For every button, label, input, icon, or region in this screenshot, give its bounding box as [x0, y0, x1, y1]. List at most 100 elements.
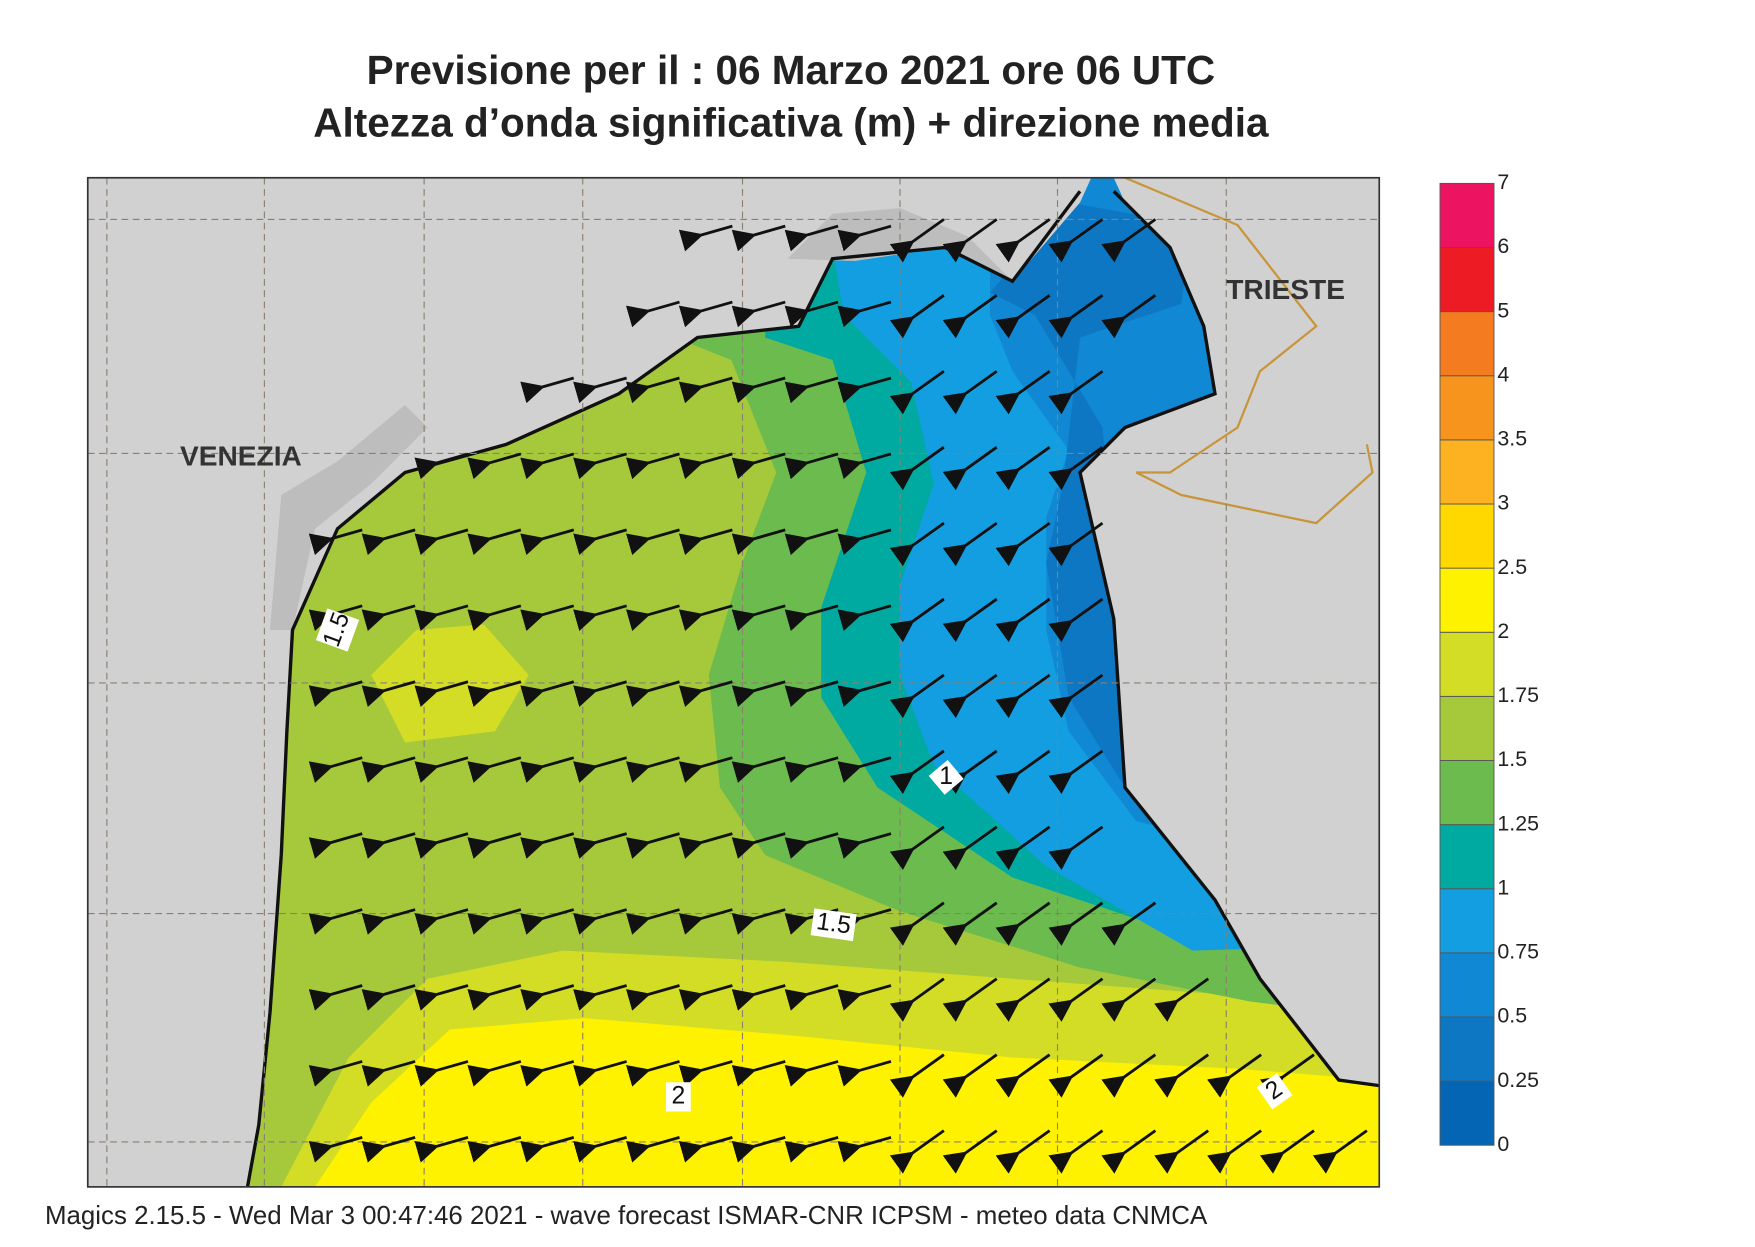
- wave-arrow: [573, 1060, 628, 1087]
- wave-arrow: [520, 1136, 575, 1163]
- wave-arrow: [1048, 825, 1104, 870]
- colorbar-label: 3: [1497, 491, 1509, 515]
- contour-label: 1: [939, 763, 953, 790]
- wave-arrow: [467, 452, 522, 480]
- land: [1080, 177, 1380, 1086]
- wave-arrow: [995, 673, 1051, 719]
- wave-arrow: [573, 604, 628, 632]
- wave-arrow: [520, 908, 575, 935]
- wave-arrow: [520, 452, 575, 480]
- wave-arrow: [889, 218, 945, 263]
- wave-arrow: [1312, 1129, 1368, 1174]
- wave-arrow: [942, 446, 998, 491]
- colorbar-band: [1439, 567, 1495, 633]
- wave-arrow: [995, 294, 1051, 339]
- wave-arrow: [889, 901, 945, 946]
- colorbar-band: [1439, 952, 1495, 1018]
- wave-arrow: [361, 984, 416, 1011]
- wave-arrow: [995, 901, 1051, 946]
- contour-label-box: 1: [928, 759, 964, 795]
- wave-arrow: [414, 908, 469, 935]
- wave-arrow: [889, 673, 945, 719]
- colorbar-label: 2: [1497, 619, 1509, 643]
- wave-arrow: [467, 908, 522, 935]
- wave-arrow: [889, 521, 945, 567]
- wave-arrow: [678, 1060, 733, 1087]
- contour-label-box: 1.5: [810, 908, 857, 942]
- wave-arrow: [625, 756, 680, 783]
- wave-arrow: [467, 1060, 522, 1087]
- wave-arrow: [731, 1136, 786, 1163]
- wave-arrow: [837, 300, 892, 328]
- wave-arrow: [678, 908, 733, 935]
- wave-arrow: [1048, 294, 1104, 339]
- wave-arrow: [308, 908, 363, 935]
- wave-arrow: [889, 977, 945, 1022]
- wave-arrow: [731, 224, 786, 252]
- wave-arrow: [678, 376, 733, 404]
- wave-arrow: [573, 984, 628, 1011]
- wave-arrow: [942, 977, 998, 1022]
- wave-arrow: [784, 376, 839, 404]
- colorbar: 0 0.25 0.5 0.75 1 1.25 1.5 1.75 2 2.5 3 3.5 4 5 6 7: [1439, 170, 1539, 1156]
- wave-arrow: [678, 680, 733, 707]
- wave-arrow: [1101, 1053, 1157, 1098]
- colorbar-label: 2.5: [1497, 555, 1527, 579]
- wave-arrow: [308, 832, 363, 859]
- wave-arrow: [784, 224, 839, 252]
- wave-arrow: [414, 984, 469, 1011]
- wave-arrow: [942, 218, 998, 263]
- colorbar-label: 1: [1497, 875, 1509, 899]
- wave-arrow: [784, 832, 839, 859]
- wave-arrow: [837, 604, 892, 632]
- wave-arrow: [678, 452, 733, 480]
- colorbar-label: 5: [1497, 298, 1509, 322]
- wave-arrow: [361, 1060, 416, 1087]
- wave-arrow: [625, 832, 680, 859]
- wave-arrow: [361, 528, 416, 556]
- wave-arrow: [1101, 294, 1157, 339]
- colorbar-label: 0: [1497, 1132, 1509, 1156]
- wave-arrow: [1048, 1053, 1104, 1098]
- wave-arrow: [731, 452, 786, 480]
- wave-arrow: [520, 604, 575, 632]
- wave-arrow: [995, 597, 1051, 643]
- colorbar-band: [1439, 824, 1495, 890]
- wave-arrow: [995, 446, 1051, 491]
- wave-arrow: [942, 597, 998, 643]
- wave-arrow: [414, 1060, 469, 1087]
- colorbar-label: 1.25: [1497, 811, 1539, 835]
- wave-arrow: [1048, 749, 1104, 795]
- wave-arrow: [1154, 1053, 1210, 1098]
- wave-arrow: [731, 528, 786, 556]
- wave-arrow: [942, 749, 998, 795]
- wave-arrow: [678, 1136, 733, 1163]
- colorbar-band: [1439, 631, 1495, 697]
- wave-arrow: [625, 604, 680, 632]
- wave-arrow: [520, 756, 575, 783]
- wave-arrow: [308, 528, 363, 556]
- wave-arrow: [837, 1060, 892, 1087]
- wave-arrow: [995, 1053, 1051, 1098]
- wave-arrow: [308, 1136, 363, 1163]
- place-label: TRIESTE: [1226, 274, 1345, 305]
- wave-arrow: [837, 984, 892, 1011]
- wave-arrow: [784, 984, 839, 1011]
- wave-arrow: [467, 604, 522, 632]
- wave-arrow: [625, 1060, 680, 1087]
- wave-arrow: [1101, 977, 1157, 1022]
- wave-arrow: [678, 528, 733, 556]
- wave-arrow: [837, 680, 892, 707]
- wave-arrow: [361, 832, 416, 859]
- contour-label: 1.5: [815, 908, 853, 940]
- wave-arrow: [573, 452, 628, 480]
- wave-arrow: [625, 908, 680, 935]
- wave-arrow: [731, 604, 786, 632]
- footer: Magics 2.15.5 - Wed Mar 3 00:47:46 2021 …: [45, 1202, 1208, 1230]
- wave-arrow: [784, 452, 839, 480]
- colorbar-band: [1439, 439, 1495, 505]
- contour-label-box: 2: [666, 1082, 691, 1112]
- wave-arrow: [1048, 977, 1104, 1022]
